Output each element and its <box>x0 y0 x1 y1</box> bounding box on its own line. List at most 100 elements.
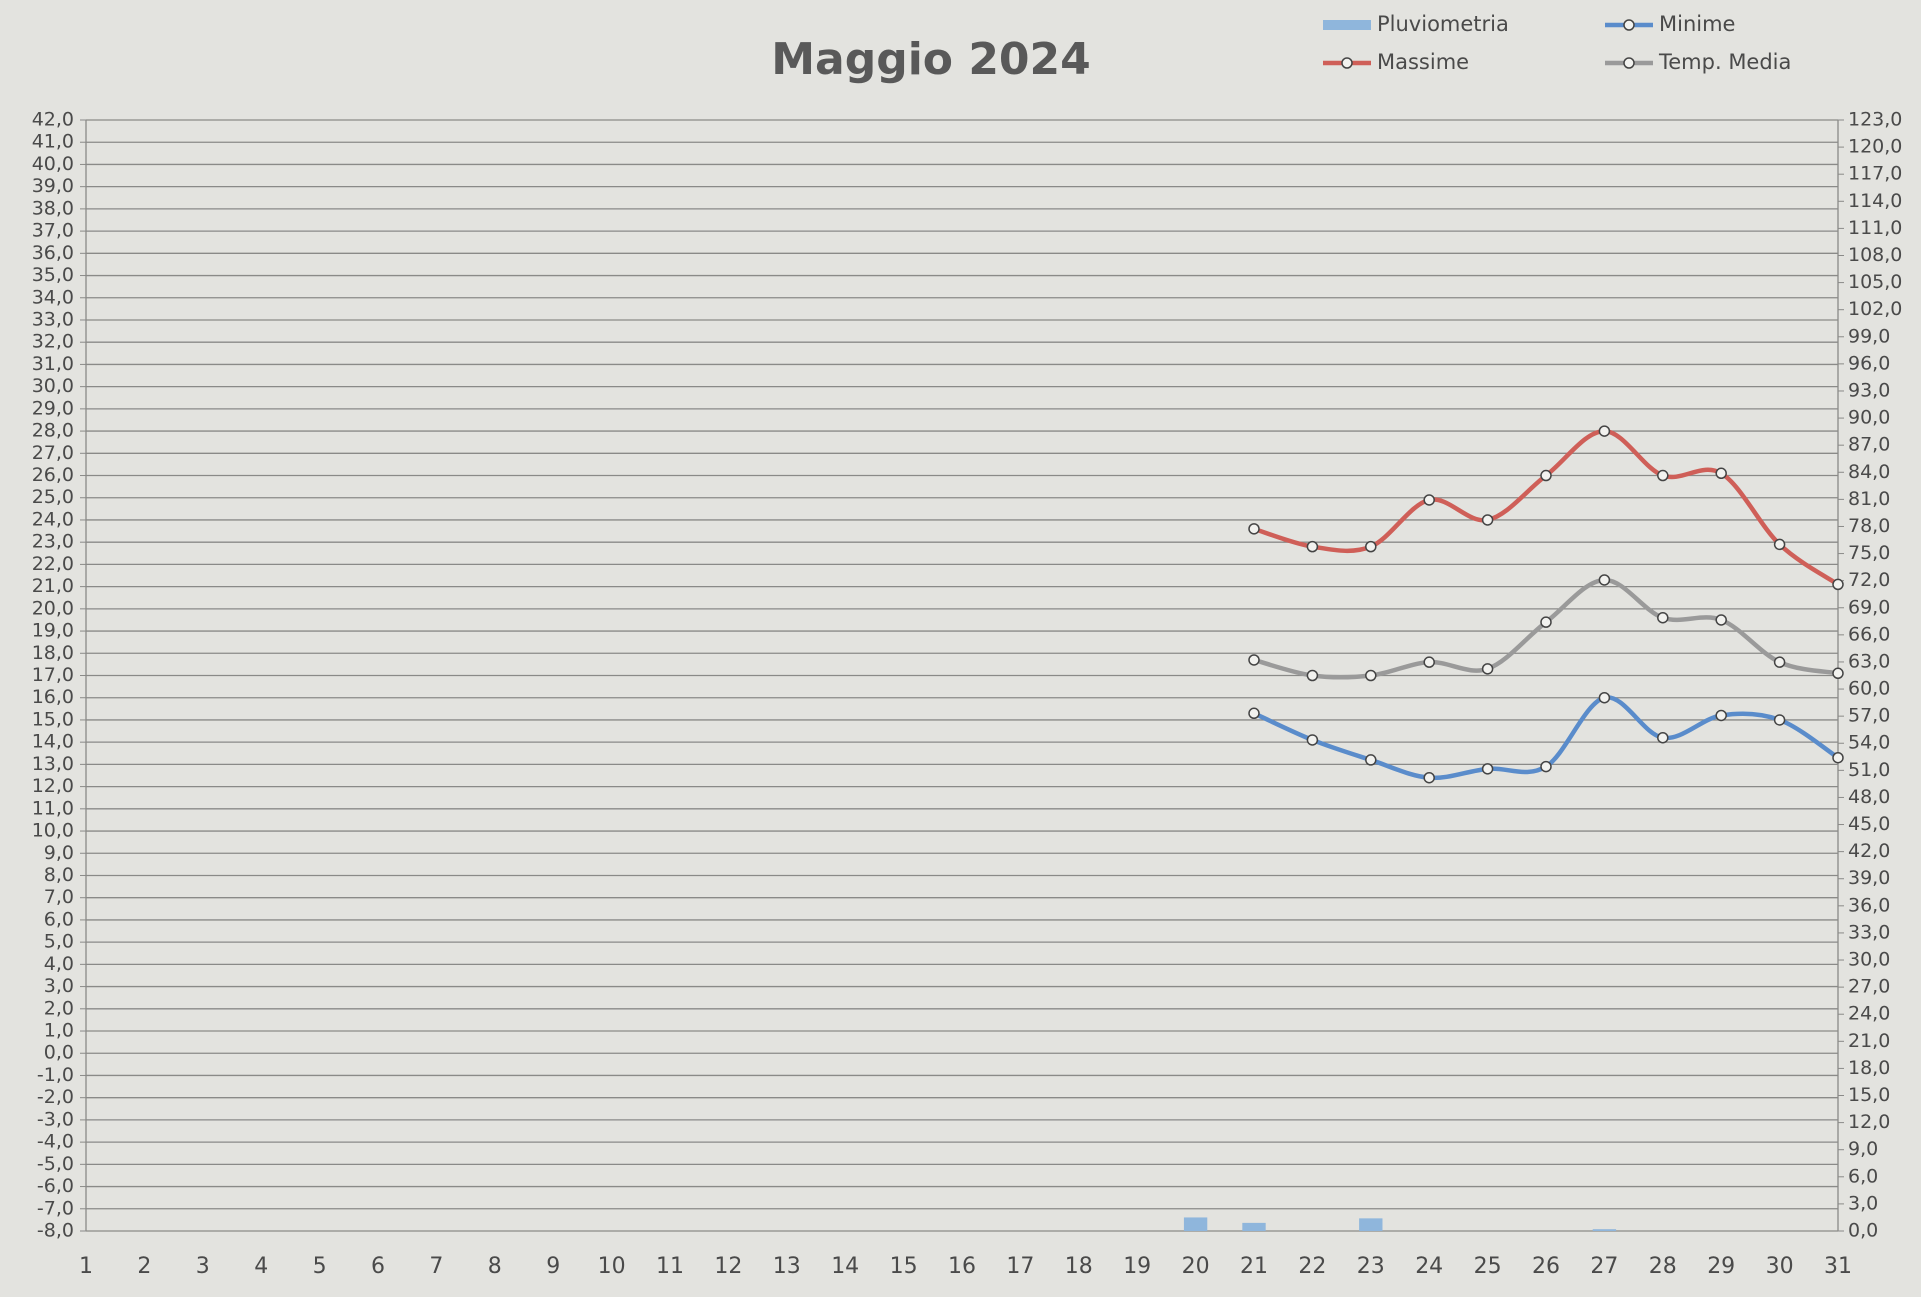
y-tick-label: 6,0 <box>44 908 74 930</box>
y2-tick-label: 9,0 <box>1848 1138 1878 1160</box>
y2-tick-label: 51,0 <box>1848 759 1890 781</box>
x-tick-label: 15 <box>890 1254 918 1279</box>
x-tick-label: 4 <box>254 1254 268 1279</box>
y-tick-label: -2,0 <box>37 1086 74 1108</box>
x-tick-label: 6 <box>371 1254 385 1279</box>
y2-tick-label: 69,0 <box>1848 596 1890 618</box>
y-tick-label: 30,0 <box>32 375 74 397</box>
y-tick-label: 28,0 <box>32 420 74 442</box>
y-tick-label: 31,0 <box>32 353 74 375</box>
x-tick-label: 23 <box>1357 1254 1385 1279</box>
marker <box>1423 771 1435 784</box>
y2-tick-label: 78,0 <box>1848 515 1890 537</box>
x-tick-label: 8 <box>488 1254 502 1279</box>
x-tick-label: 31 <box>1824 1254 1852 1279</box>
x-tick-label: 1 <box>79 1254 93 1279</box>
y-tick-label: 18,0 <box>32 642 74 664</box>
y2-tick-label: 111,0 <box>1848 217 1902 239</box>
bar <box>1592 1229 1617 1231</box>
x-tick-label: 22 <box>1298 1254 1326 1279</box>
x-tick-label: 24 <box>1415 1254 1443 1279</box>
y-tick-label: 33,0 <box>32 308 74 330</box>
marker <box>1832 751 1844 764</box>
y2-tick-label: 93,0 <box>1848 379 1890 401</box>
marker <box>1365 669 1377 682</box>
y2-tick-label: 36,0 <box>1848 894 1890 916</box>
y2-tick-label: 72,0 <box>1848 569 1890 591</box>
legend-label: Minime <box>1659 12 1735 36</box>
y-tick-label: 38,0 <box>32 197 74 219</box>
y-tick-label: -7,0 <box>37 1197 74 1219</box>
marker <box>1365 540 1377 553</box>
x-tick-label: 11 <box>656 1254 684 1279</box>
x-tick-label: 9 <box>546 1254 560 1279</box>
x-tick-label: 7 <box>429 1254 443 1279</box>
y-tick-label: 17,0 <box>32 664 74 686</box>
y2-tick-label: 90,0 <box>1848 407 1890 429</box>
marker <box>1715 614 1727 626</box>
y2-tick-label: 105,0 <box>1848 271 1902 293</box>
x-tick-label: 16 <box>948 1254 976 1279</box>
y2-tick-label: 120,0 <box>1848 136 1902 158</box>
y-tick-label: 37,0 <box>32 220 74 242</box>
marker <box>1715 467 1727 480</box>
y-tick-label: 19,0 <box>32 620 74 642</box>
marker <box>1540 469 1552 482</box>
y-tick-label: 2,0 <box>44 997 74 1019</box>
x-tick-label: 18 <box>1065 1254 1093 1279</box>
y2-tick-label: 24,0 <box>1848 1003 1890 1025</box>
marker <box>1248 707 1260 720</box>
x-tick-label: 20 <box>1182 1254 1210 1279</box>
legend-label: Pluviometria <box>1377 12 1509 36</box>
y-tick-label: 8,0 <box>44 864 74 886</box>
y-tick-label: 3,0 <box>44 975 74 997</box>
y-tick-label: 4,0 <box>44 953 74 975</box>
x-tick-label: 25 <box>1474 1254 1502 1279</box>
y-tick-label: 13,0 <box>32 753 74 775</box>
chart-title: Maggio 2024 <box>771 34 1091 85</box>
y-tick-label: 21,0 <box>32 575 74 597</box>
marker <box>1773 714 1786 726</box>
y-tick-label: 9,0 <box>44 842 74 864</box>
x-tick-label: 13 <box>773 1254 801 1279</box>
x-tick-label: 30 <box>1766 1254 1794 1279</box>
y-tick-label: 23,0 <box>32 531 74 553</box>
marker <box>1481 663 1494 675</box>
y2-tick-label: 57,0 <box>1848 705 1890 727</box>
y2-tick-label: 42,0 <box>1848 840 1890 862</box>
y-tick-label: 41,0 <box>32 131 74 153</box>
marker <box>1657 611 1669 624</box>
y-tick-label: 35,0 <box>32 264 74 286</box>
x-tick-label: 12 <box>714 1254 742 1279</box>
y2-tick-label: 30,0 <box>1848 949 1890 971</box>
marker <box>1540 616 1552 628</box>
marker <box>1773 656 1786 668</box>
y-tick-label: -8,0 <box>37 1220 74 1242</box>
legend-label: Temp. Media <box>1658 50 1791 74</box>
y2-tick-label: 66,0 <box>1848 623 1890 645</box>
y2-tick-label: 12,0 <box>1848 1111 1890 1133</box>
x-tick-label: 21 <box>1240 1254 1268 1279</box>
marker <box>1306 540 1319 553</box>
line <box>1253 695 1840 781</box>
y2-tick-label: 84,0 <box>1848 461 1890 483</box>
marker <box>1365 754 1377 766</box>
y2-tick-label: 123,0 <box>1848 109 1902 131</box>
marker <box>1832 578 1844 591</box>
marker <box>1598 691 1611 704</box>
marker <box>1657 469 1669 482</box>
x-tick-label: 10 <box>598 1254 626 1279</box>
y-tick-label: 1,0 <box>44 1020 74 1042</box>
y2-tick-label: 18,0 <box>1848 1057 1890 1079</box>
marker <box>1598 574 1611 586</box>
bar <box>1242 1222 1266 1231</box>
marker <box>1248 654 1260 666</box>
marker <box>1306 734 1319 746</box>
marker <box>1481 763 1494 775</box>
y-tick-label: 29,0 <box>32 397 74 419</box>
y-tick-label: 15,0 <box>32 708 74 730</box>
y-tick-label: 36,0 <box>32 242 74 264</box>
y-tick-label: 24,0 <box>32 508 74 530</box>
